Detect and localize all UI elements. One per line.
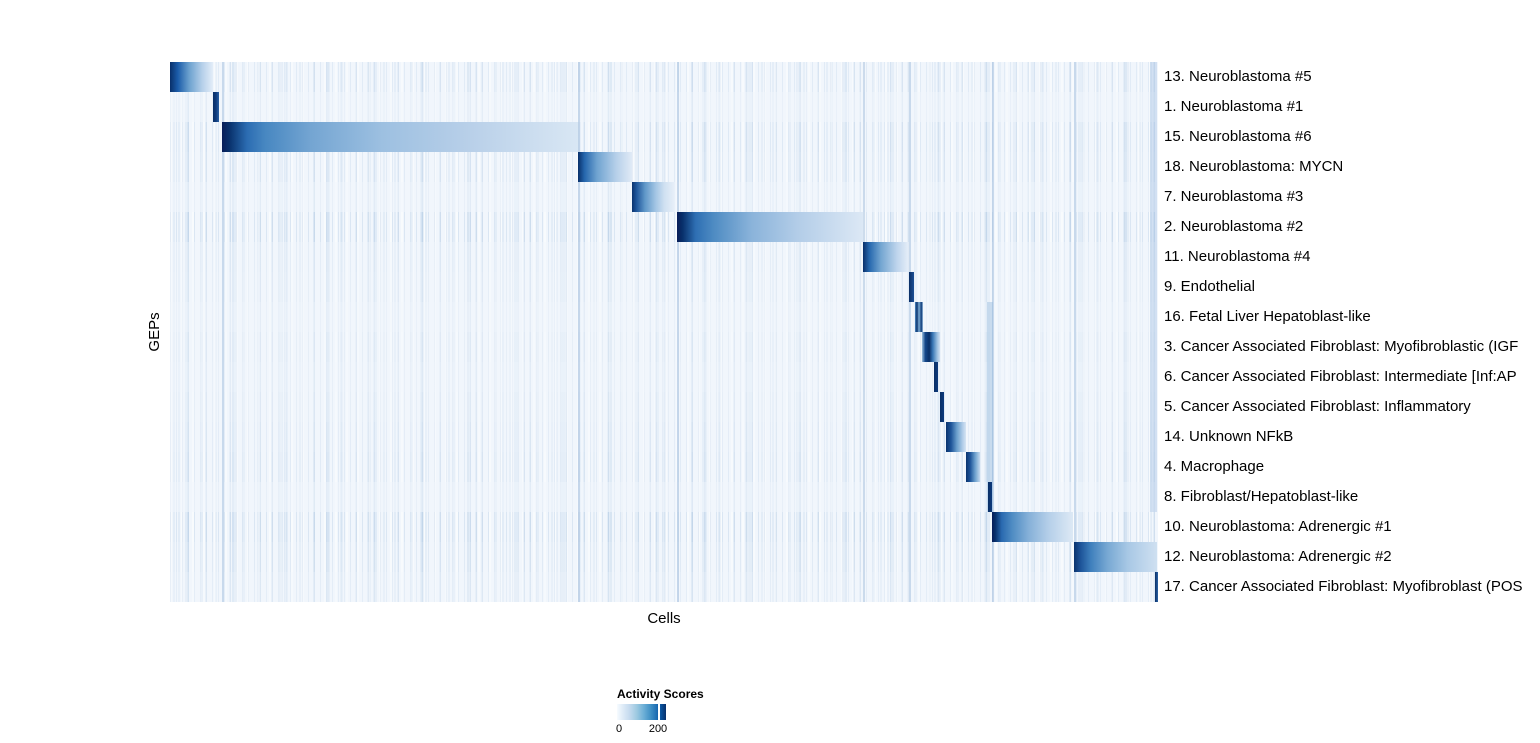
row-texture-18 [170,572,1158,602]
row-label-14: 4. Macrophage [1164,458,1265,475]
heatmap-block-15 [988,482,992,512]
row-label-7: 11. Neuroblastoma #4 [1164,248,1311,265]
row-label-6: 2. Neuroblastoma #2 [1164,218,1304,235]
column-accent [677,62,679,602]
row-label-15: 8. Fibroblast/Hepatoblast-like [1164,488,1359,505]
heatmap-block-7 [863,242,908,272]
heatmap-block-17 [1074,542,1157,572]
row-label-12: 5. Cancer Associated Fibroblast: Inflamm… [1164,398,1471,415]
x-axis-label: Cells [647,610,681,627]
heatmap-block-3 [222,122,578,152]
legend-max-label: 200 [648,723,668,735]
column-accent [578,62,580,602]
legend-tick-200 [658,704,660,720]
row-labels: 13. Neuroblastoma #5 1. Neuroblastoma #1 1… [1164,62,1540,602]
row-label-16: 10. Neuroblastoma: Adrenergic #1 [1164,518,1392,535]
row-label-8: 9. Endothelial [1164,278,1255,295]
row-texture-6 [170,212,1158,242]
heatmap-block-12 [940,392,944,422]
row-texture-9 [170,302,1158,332]
heatmap-block-10 [922,332,940,362]
heatmap-block-6 [677,212,863,242]
row-texture-17 [170,542,1158,572]
heatmap-block-8 [909,272,914,302]
row-texture-13 [170,422,1158,452]
row-texture-12 [170,392,1158,422]
row-texture-15 [170,482,1158,512]
activity-band [987,302,993,512]
legend-gradient-bar [617,704,666,720]
row-label-4: 18. Neuroblastoma: MYCN [1164,158,1344,175]
heatmap-block-2 [213,92,219,122]
legend-min-label: 0 [615,723,623,735]
heatmap-block-16 [992,512,1073,542]
row-label-13: 14. Unknown NFkB [1164,428,1294,445]
activity-band [1150,62,1157,512]
row-label-10: 3. Cancer Associated Fibroblast: Myofibr… [1164,338,1519,355]
row-texture-2 [170,92,1158,122]
row-texture-11 [170,362,1158,392]
heatmap-block-18 [1155,572,1158,602]
row-texture-1 [170,62,1158,92]
row-label-9: 16. Fetal Liver Hepatoblast-like [1164,308,1371,325]
heatmap-block-11 [934,362,938,392]
heatmap-plot [170,62,1158,602]
row-label-3: 15. Neuroblastoma #6 [1164,128,1312,145]
heatmap-block-4 [578,152,632,182]
column-accent [992,62,994,602]
row-label-11: 6. Cancer Associated Fibroblast: Interme… [1164,368,1517,385]
row-label-1: 13. Neuroblastoma #5 [1164,68,1312,85]
colorbar-legend: Activity Scores 0 200 [615,687,737,739]
column-accent [909,62,911,602]
heatmap-block-1 [170,62,213,92]
row-label-17: 12. Neuroblastoma: Adrenergic #2 [1164,548,1392,565]
legend-title: Activity Scores [617,687,704,701]
column-accent [222,62,224,602]
column-accent [1074,62,1076,602]
row-texture-7 [170,242,1158,272]
heatmap-block-14 [966,452,980,482]
y-axis-label: GEPs [146,312,163,352]
heatmap-block-5 [632,182,675,212]
row-texture-10 [170,332,1158,362]
row-texture-4 [170,152,1158,182]
row-label-2: 1. Neuroblastoma #1 [1164,98,1304,115]
row-texture-8 [170,272,1158,302]
heatmap-block-13 [946,422,966,452]
column-accent [863,62,865,602]
row-label-5: 7. Neuroblastoma #3 [1164,188,1304,205]
heatmap-block-9 [915,302,923,332]
row-texture-14 [170,452,1158,482]
row-label-18: 17. Cancer Associated Fibroblast: Myofib… [1164,578,1523,595]
